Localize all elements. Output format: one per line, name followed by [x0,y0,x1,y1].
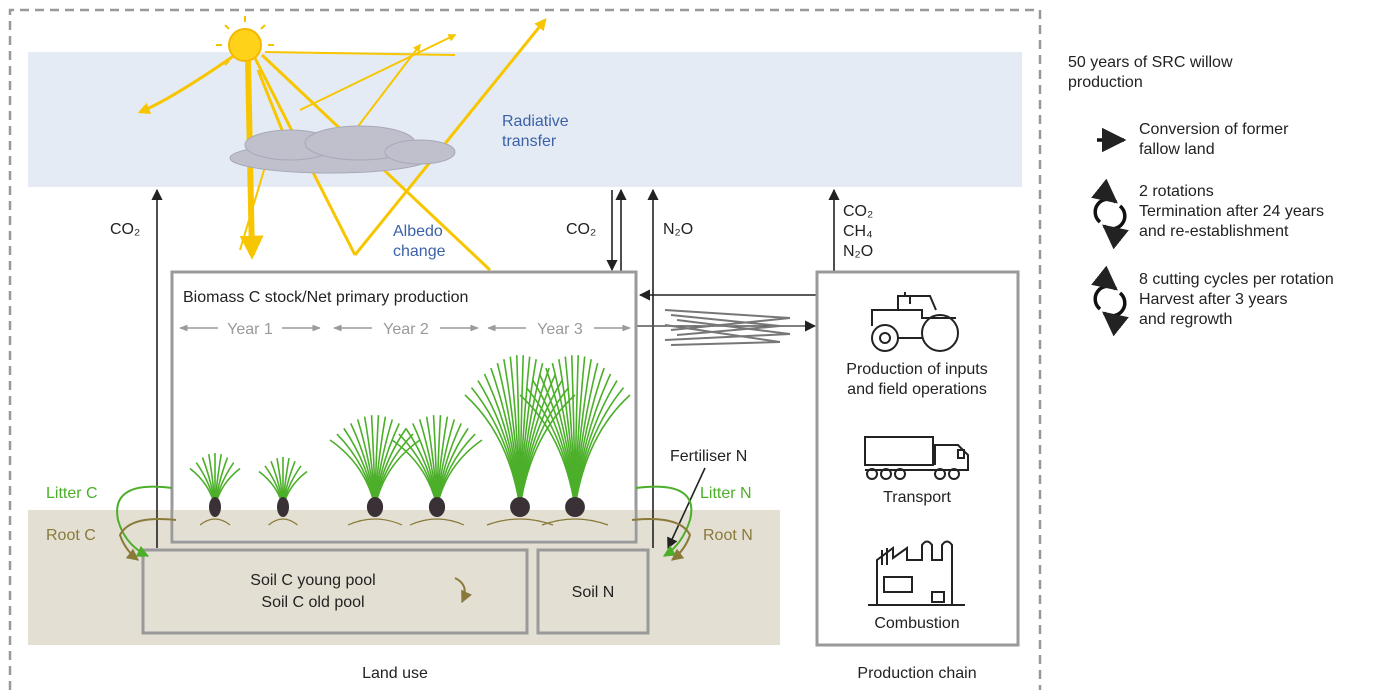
roots [541,518,609,526]
willow [519,355,631,526]
atmosphere [28,52,1022,187]
willow [391,415,483,526]
inputs-label: Production of inputs and field operations [846,361,987,398]
stool [428,497,446,517]
soil-n-label: Soil N [572,584,615,601]
factory-icon [868,540,965,606]
radiative-transfer-label: Radiative transfer [502,113,569,150]
sun-spikes [216,16,274,66]
litter-root-flows [116,485,693,604]
harvested-stems [664,309,791,346]
tractor-icon [871,292,959,352]
biomass-title: Biomass C stock/Net primary production [183,289,468,306]
stem [664,333,791,341]
albedo-label: Albedo change [393,223,446,260]
stool [510,497,530,517]
soil-n-box [536,548,650,635]
biomass-soil [174,510,634,540]
litter-n-label: Litter N [700,485,752,502]
n2o-label: N₂O [663,221,693,238]
soil-c-box [141,548,529,635]
stool [209,497,221,517]
willows [189,355,631,526]
stool [277,497,289,517]
root-n-label: Root N [703,527,753,544]
stem [664,309,791,319]
root-c-label: Root C [46,527,96,544]
production-chain-box [815,270,1020,647]
transport-label: Transport [883,489,951,506]
stem [670,341,781,346]
willow [189,453,241,526]
willow [464,355,576,526]
production-chain-label: Production chain [857,665,976,682]
legend-cycle-icon [1091,178,1129,250]
stool [565,497,585,517]
roots [347,518,403,526]
sun [228,28,262,62]
legend-item: Conversion of former fallow land [1139,121,1289,158]
legend-item: 2 rotations Termination after 24 years and… [1139,183,1324,240]
stem [670,314,781,327]
year-label: Year 3 [537,321,583,338]
roots [199,518,231,526]
stem [676,319,791,335]
fertiliser-label: Fertiliser N [670,448,747,465]
roots [268,518,298,526]
stem [670,317,791,331]
co2-exchange-label: CO₂ [566,221,596,238]
stem [676,325,781,336]
year-label: Year 2 [383,321,429,338]
co2-land-label: CO₂ [110,221,140,238]
stem [574,394,631,508]
truck-icon [864,436,969,480]
litter-c-label: Litter C [46,485,98,502]
combustion-label: Combustion [874,615,959,632]
legend-title: 50 years of SRC willow production [1068,54,1233,91]
flux-arrows [151,188,840,550]
roots [409,518,465,526]
soil-c-old: Soil C old pool [261,594,364,611]
legend-item: 8 cutting cycles per rotation Harvest aft… [1139,271,1334,328]
willow [258,457,308,526]
chain-emissions-label: CO₂ CH₄ N₂O [843,203,873,260]
cloud [229,125,456,174]
legend-cycle-icon [1091,265,1129,337]
stool [366,497,384,517]
year-label: Year 1 [227,321,273,338]
soil-c-young: Soil C young pool [250,572,375,589]
land-use-label: Land use [362,665,428,682]
